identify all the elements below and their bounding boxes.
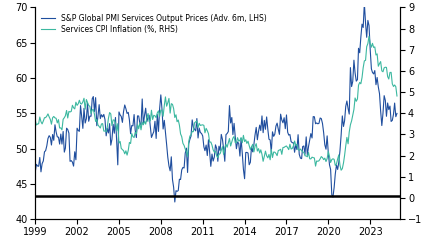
Legend: S&P Global PMI Services Output Prices (Adv. 6m, LHS), Services CPI Inflation (%,: S&P Global PMI Services Output Prices (A… <box>39 11 269 36</box>
Line: Services CPI Inflation (%, RHS): Services CPI Inflation (%, RHS) <box>35 36 397 170</box>
Line: S&P Global PMI Services Output Prices (Adv. 6m, LHS): S&P Global PMI Services Output Prices (A… <box>35 3 397 202</box>
